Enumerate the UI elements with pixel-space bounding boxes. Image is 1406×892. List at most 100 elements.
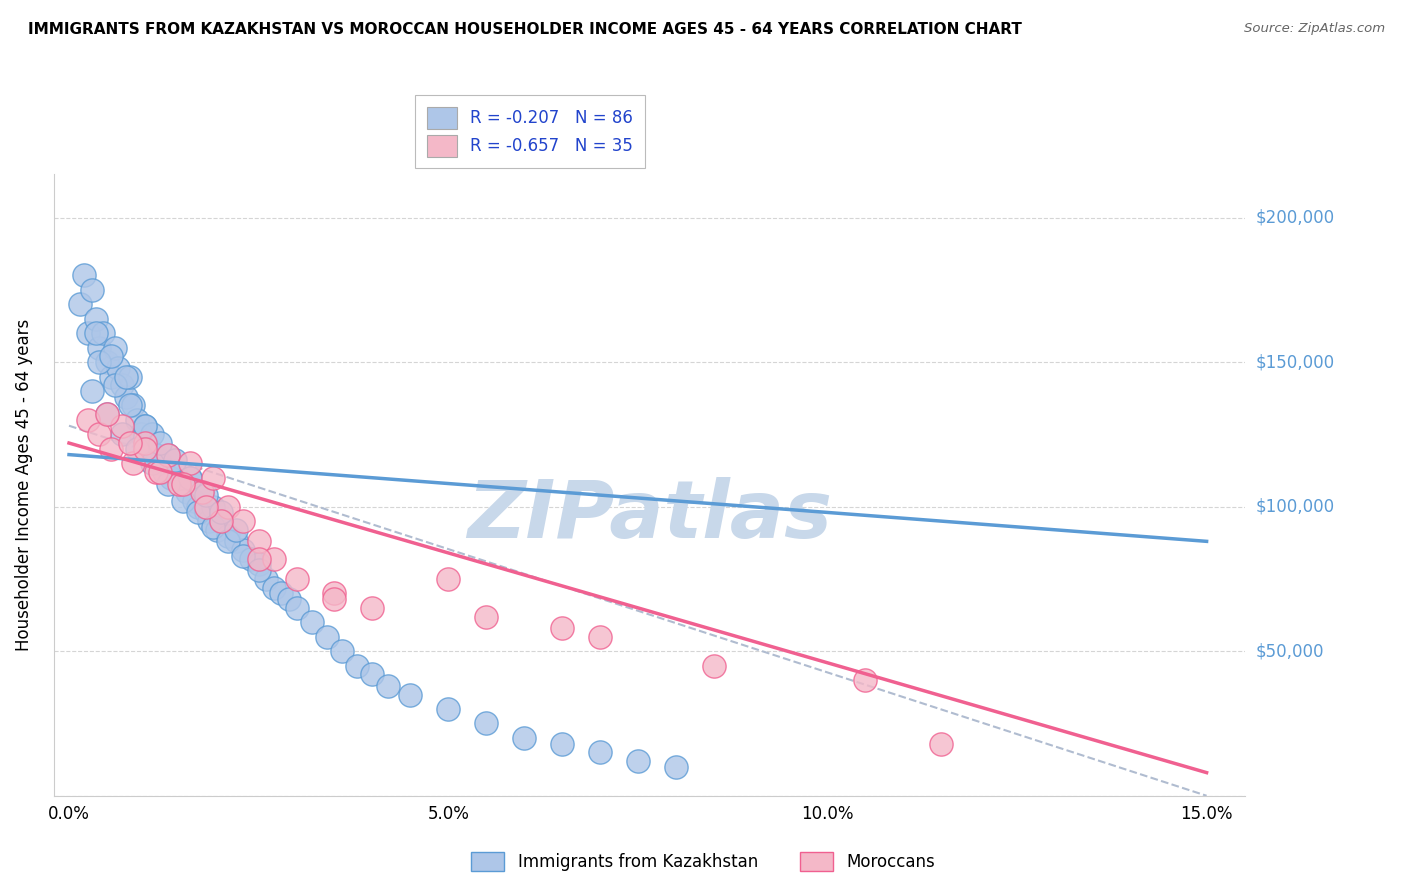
Point [361, 667, 384, 681]
Point [141, 427, 163, 442]
Point [225, 523, 247, 537]
Point [665, 760, 688, 774]
Point [323, 592, 346, 607]
Point [589, 630, 612, 644]
Point [254, 572, 277, 586]
Point [190, 485, 212, 500]
Point [127, 442, 149, 456]
Point [232, 543, 254, 558]
Point [187, 500, 209, 514]
Point [138, 442, 160, 456]
Point [270, 586, 292, 600]
Point [100, 369, 122, 384]
Point [551, 621, 574, 635]
Point [134, 418, 156, 433]
Point [232, 549, 254, 563]
Point [89, 341, 111, 355]
Point [165, 465, 187, 479]
Point [190, 485, 212, 500]
Point [156, 476, 179, 491]
Point [853, 673, 876, 687]
Y-axis label: Householder Income Ages 45 - 64 years: Householder Income Ages 45 - 64 years [15, 318, 32, 651]
Text: Source: ZipAtlas.com: Source: ZipAtlas.com [1244, 22, 1385, 36]
Point [111, 418, 134, 433]
Point [225, 534, 247, 549]
Point [69, 297, 91, 311]
Point [551, 737, 574, 751]
Point [111, 427, 134, 442]
Point [627, 754, 650, 768]
Point [187, 505, 209, 519]
Point [96, 407, 118, 421]
Point [232, 514, 254, 528]
Point [285, 600, 308, 615]
Point [89, 355, 111, 369]
Point [179, 471, 201, 485]
Point [247, 563, 270, 577]
Point [198, 514, 221, 528]
Point [209, 514, 232, 528]
Point [703, 658, 725, 673]
Point [149, 456, 172, 470]
Point [156, 448, 179, 462]
Point [122, 456, 145, 470]
Point [149, 436, 172, 450]
Text: ZIPatlas: ZIPatlas [467, 477, 832, 555]
Point [263, 551, 285, 566]
Point [202, 500, 225, 514]
Point [96, 355, 118, 369]
Point [77, 413, 100, 427]
Point [278, 592, 301, 607]
Point [247, 558, 270, 572]
Point [437, 702, 460, 716]
Point [209, 514, 232, 528]
Point [145, 465, 167, 479]
Point [377, 679, 399, 693]
Point [122, 399, 145, 413]
Point [929, 737, 952, 751]
Point [134, 442, 156, 456]
Point [475, 609, 498, 624]
Point [202, 520, 225, 534]
Point [399, 688, 422, 702]
Legend: Immigrants from Kazakhstan, Moroccans: Immigrants from Kazakhstan, Moroccans [463, 843, 943, 880]
Point [89, 427, 111, 442]
Point [172, 476, 194, 491]
Point [118, 436, 141, 450]
Point [176, 485, 198, 500]
Point [80, 283, 103, 297]
Point [240, 551, 263, 566]
Point [179, 456, 201, 470]
Point [115, 390, 138, 404]
Point [96, 407, 118, 421]
Point [84, 311, 107, 326]
Point [80, 384, 103, 398]
Point [153, 465, 176, 479]
Point [167, 476, 190, 491]
Point [165, 453, 187, 467]
Point [115, 369, 138, 384]
Point [111, 378, 134, 392]
Point [134, 436, 156, 450]
Text: $200,000: $200,000 [1256, 209, 1334, 227]
Point [330, 644, 353, 658]
Point [160, 471, 183, 485]
Point [77, 326, 100, 341]
Point [285, 572, 308, 586]
Point [361, 600, 384, 615]
Legend: R = -0.207   N = 86, R = -0.657   N = 35: R = -0.207 N = 86, R = -0.657 N = 35 [415, 95, 645, 169]
Point [202, 471, 225, 485]
Point [217, 500, 239, 514]
Point [100, 442, 122, 456]
Point [103, 378, 125, 392]
Point [183, 494, 205, 508]
Point [127, 413, 149, 427]
Point [589, 745, 612, 759]
Point [217, 528, 239, 542]
Point [194, 505, 217, 519]
Point [129, 427, 152, 442]
Point [84, 326, 107, 341]
Text: $100,000: $100,000 [1256, 498, 1334, 516]
Point [513, 731, 536, 745]
Point [103, 341, 125, 355]
